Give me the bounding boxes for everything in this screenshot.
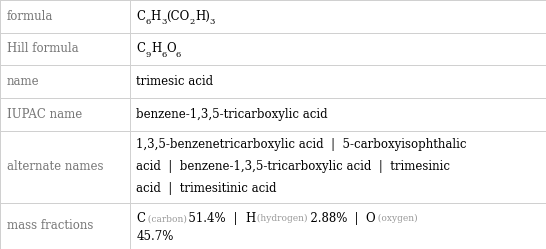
- Text: H: H: [151, 43, 161, 56]
- Text: 3: 3: [210, 18, 215, 26]
- Text: 51.4%: 51.4%: [186, 212, 226, 225]
- Text: C: C: [136, 212, 145, 225]
- Text: |: |: [226, 212, 245, 225]
- Text: |: |: [347, 212, 366, 225]
- Text: (hydrogen): (hydrogen): [255, 214, 307, 223]
- Text: (CO: (CO: [167, 10, 189, 23]
- Bar: [0, 65, 546, 98]
- Text: name: name: [7, 75, 39, 88]
- Text: benzene-1,3,5-tricarboxylic acid: benzene-1,3,5-tricarboxylic acid: [136, 108, 328, 121]
- Text: 9: 9: [145, 51, 151, 59]
- Text: C: C: [136, 10, 145, 23]
- Text: (carbon): (carbon): [145, 214, 186, 223]
- Bar: [0, 0, 546, 33]
- Text: acid  |  trimesitinic acid: acid | trimesitinic acid: [136, 182, 277, 195]
- Text: O: O: [167, 43, 176, 56]
- Text: 45.7%: 45.7%: [136, 230, 174, 243]
- Text: 6: 6: [145, 18, 151, 26]
- Text: 2.88%: 2.88%: [307, 212, 347, 225]
- Text: mass fractions: mass fractions: [7, 219, 93, 232]
- Text: 2: 2: [189, 18, 195, 26]
- Text: formula: formula: [7, 10, 53, 23]
- Text: (oxygen): (oxygen): [376, 214, 417, 223]
- Text: 3: 3: [161, 18, 167, 26]
- Bar: [0, 130, 546, 202]
- Text: 6: 6: [161, 51, 167, 59]
- Text: H: H: [151, 10, 161, 23]
- Bar: [0, 33, 546, 65]
- Text: trimesic acid: trimesic acid: [136, 75, 213, 88]
- Text: alternate names: alternate names: [7, 160, 103, 173]
- Text: Hill formula: Hill formula: [7, 43, 78, 56]
- Text: 6: 6: [176, 51, 181, 59]
- Text: O: O: [366, 212, 376, 225]
- Text: C: C: [136, 43, 145, 56]
- Bar: [0, 202, 546, 249]
- Text: 1,3,5-benzenetricarboxylic acid  |  5-carboxyisophthalic: 1,3,5-benzenetricarboxylic acid | 5-carb…: [136, 138, 467, 151]
- Text: H): H): [195, 10, 210, 23]
- Text: acid  |  benzene-1,3,5-tricarboxylic acid  |  trimesinic: acid | benzene-1,3,5-tricarboxylic acid …: [136, 160, 450, 173]
- Text: IUPAC name: IUPAC name: [7, 108, 82, 121]
- Text: H: H: [245, 212, 255, 225]
- Bar: [0, 98, 546, 130]
